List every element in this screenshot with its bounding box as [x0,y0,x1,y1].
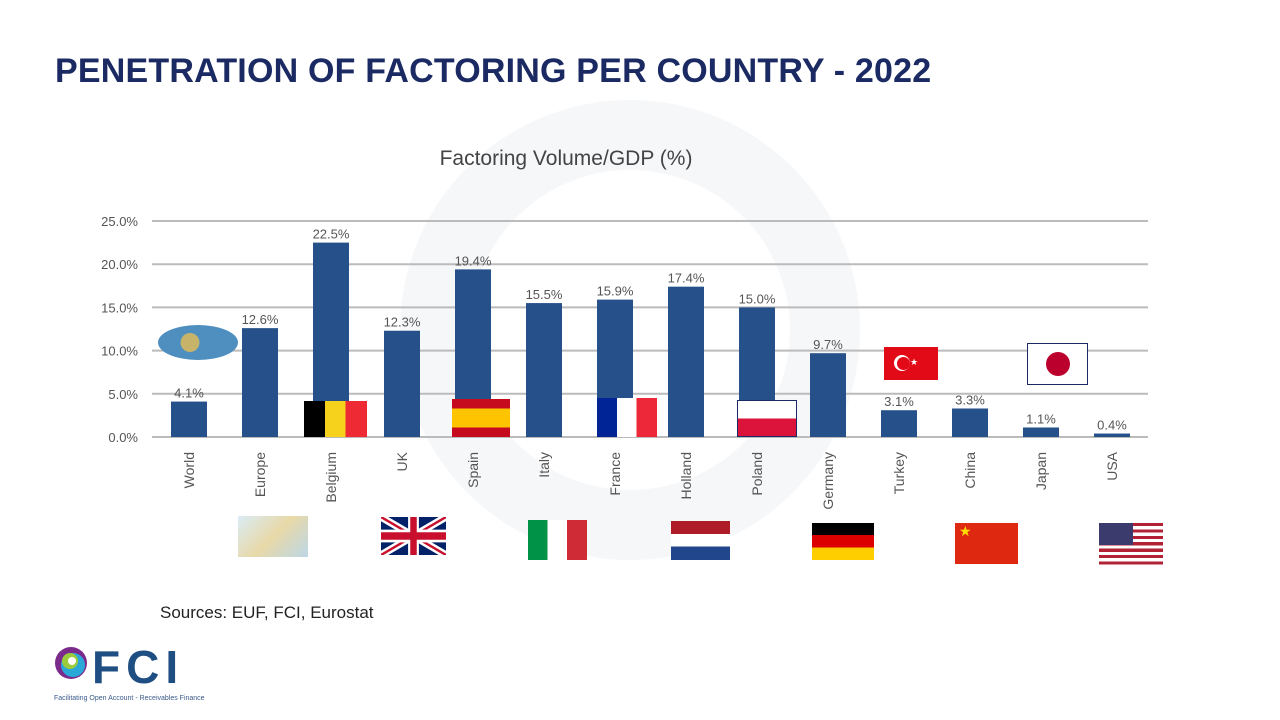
x-tick-label: Japan [1033,452,1049,490]
data-label: 9.7% [813,337,843,352]
data-label: 0.4% [1097,418,1127,433]
fci-logo-icon [52,644,90,687]
france-flag-icon [597,398,657,437]
y-tick-label: 0.0% [108,430,138,445]
spain-flag-icon [452,399,510,437]
x-tick-label: Holland [678,452,694,499]
data-label: 4.1% [174,386,204,401]
data-label: 22.5% [313,227,350,242]
world-map-icon [158,325,238,360]
x-tick-label: Turkey [891,452,907,494]
bar-japan [1023,427,1059,437]
x-tick-label: China [962,452,978,489]
data-label: 15.9% [597,284,634,299]
data-label: 17.4% [668,271,705,286]
poland-flag-icon [737,400,797,437]
china-flag-icon: ★ [955,523,1018,564]
bar-china [952,408,988,437]
x-tick-label: Belgium [323,452,339,503]
data-label: 3.1% [884,394,914,409]
x-tick-label: Germany [820,452,836,510]
usa-flag-icon [1099,523,1163,565]
belgium-flag-icon [304,401,367,437]
x-tick-label: France [607,452,623,496]
italy-flag-icon [528,520,587,560]
bar-holland [668,286,704,437]
logo-tagline: Facilitating Open Account - Receivables … [54,695,205,702]
bar-world [171,401,207,437]
europe-map-icon [238,516,308,557]
data-label: 12.3% [384,315,421,330]
x-tick-label: Poland [749,452,765,496]
data-label: 15.0% [739,291,776,306]
y-tick-label: 25.0% [101,214,138,229]
bar-uk [384,330,420,437]
page-title: PENETRATION OF FACTORING PER COUNTRY - 2… [55,52,932,90]
data-label: 12.6% [242,312,279,327]
uk-flag-icon [381,517,446,555]
data-label: 1.1% [1026,411,1056,426]
bar-usa [1094,433,1130,437]
y-tick-label: 5.0% [108,387,138,402]
netherlands-flag-icon [671,521,730,560]
y-tick-label: 10.0% [101,344,138,359]
fci-logo-text: FCI [92,641,185,693]
x-tick-label: World [181,452,197,488]
sources-note: Sources: EUF, FCI, Eurostat [160,603,374,622]
x-tick-label: Italy [536,452,552,478]
y-tick-label: 20.0% [101,257,138,272]
x-tick-label: Europe [252,452,268,497]
japan-flag-icon [1027,343,1088,385]
germany-flag-icon [812,523,874,560]
data-label: 19.4% [455,253,492,268]
x-tick-label: UK [394,451,410,471]
turkey-flag-icon: ★ [884,347,938,380]
bar-europe [242,328,278,437]
chart-title: Factoring Volume/GDP (%) [440,147,693,170]
bar-turkey [881,410,917,437]
y-tick-label: 15.0% [101,300,138,315]
x-tick-label: USA [1104,451,1120,480]
bar-italy [526,303,562,437]
x-tick-label: Spain [465,452,481,488]
bar-germany [810,353,846,437]
data-label: 3.3% [955,392,985,407]
data-label: 15.5% [526,287,563,302]
